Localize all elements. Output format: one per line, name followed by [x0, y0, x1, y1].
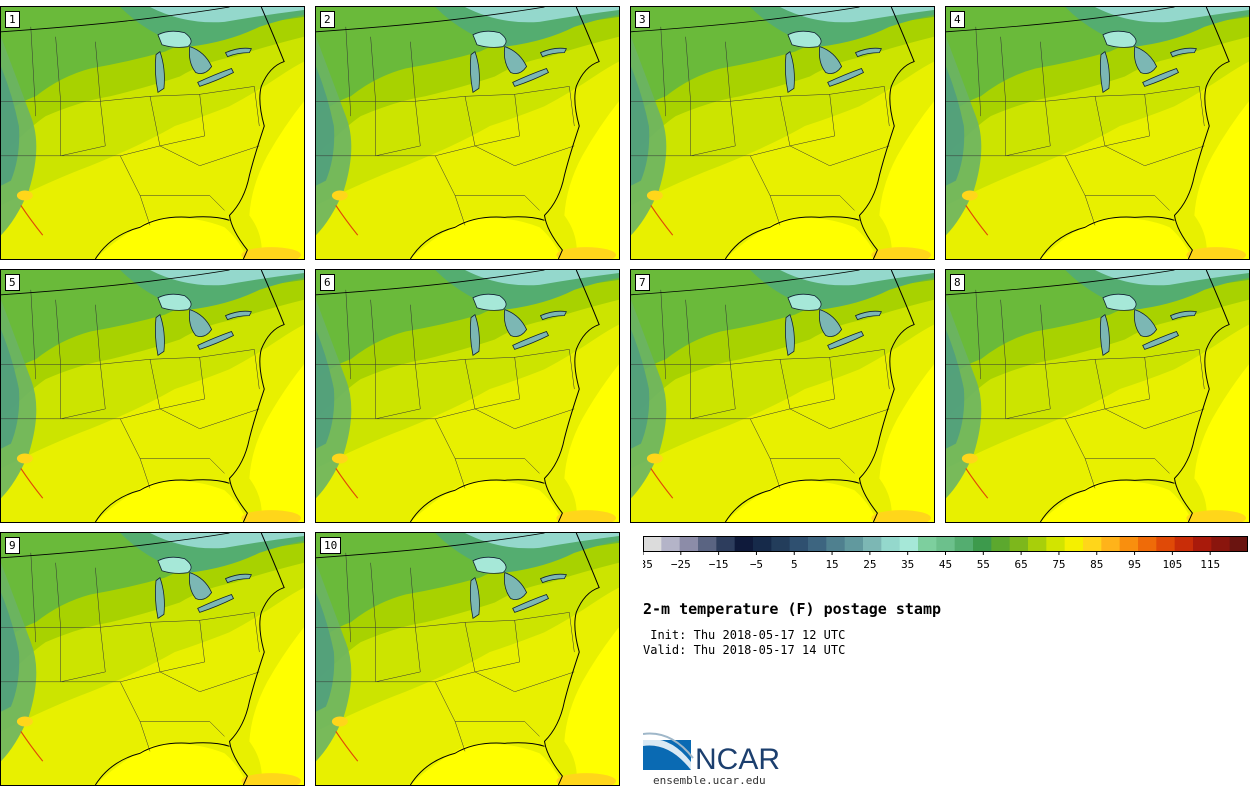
member-panel: 7	[630, 269, 935, 523]
valid-time-line: Valid: Thu 2018-05-17 14 UTC	[643, 643, 845, 657]
colorbar-swatch	[863, 536, 882, 552]
member-panel: 5	[0, 269, 305, 523]
colorbar-tick-label: 65	[1015, 558, 1028, 571]
member-label: 1	[5, 11, 20, 28]
colorbar-tick-label: 5	[791, 558, 798, 571]
colorbar-swatch	[698, 536, 717, 552]
member-panel: 8	[945, 269, 1250, 523]
colorbar-tick-label: 105	[1162, 558, 1182, 571]
member-panel: 3	[630, 6, 935, 260]
colorbar-tick-label: −15	[709, 558, 729, 571]
temperature-map	[1, 7, 304, 259]
colorbar-tick-label: 55	[977, 558, 990, 571]
temperature-map	[316, 533, 619, 785]
temperature-map	[1, 533, 304, 785]
member-panel: 9	[0, 532, 305, 786]
colorbar-tick-label: −35	[643, 558, 653, 571]
colorbar-swatch	[1028, 536, 1047, 552]
colorbar-swatch	[1046, 536, 1066, 552]
colorbar-tick-label: 75	[1052, 558, 1065, 571]
colorbar-tick-label: 115	[1200, 558, 1220, 571]
colorbar-swatch	[734, 536, 754, 552]
temperature-map	[1, 270, 304, 522]
colorbar-frame	[643, 536, 1248, 552]
colorbar-swatch	[716, 536, 736, 552]
member-panel: 1	[0, 6, 305, 260]
member-panel: 2	[315, 6, 620, 260]
colorbar-swatch	[1174, 536, 1194, 552]
logo-url: ensemble.ucar.edu	[653, 774, 766, 787]
colorbar-swatch	[973, 536, 992, 552]
member-panel: 4	[945, 6, 1250, 260]
colorbar-swatch	[753, 536, 772, 552]
colorbar-swatch	[899, 536, 919, 552]
colorbar-swatch	[991, 536, 1011, 552]
colorbar-swatch	[1119, 536, 1139, 552]
colorbar-swatch	[826, 536, 846, 552]
colorbar-swatch	[679, 536, 699, 552]
colorbar-swatch	[844, 536, 864, 552]
member-label: 5	[5, 274, 20, 291]
colorbar-tick-label: −5	[750, 558, 763, 571]
colorbar-tick-label: 85	[1090, 558, 1103, 571]
colorbar-tick-label: 95	[1128, 558, 1141, 571]
temperature-map	[946, 270, 1249, 522]
temperature-map	[316, 270, 619, 522]
init-time-line: Init: Thu 2018-05-17 12 UTC	[643, 628, 845, 642]
ncar-logo-text: NCAR	[695, 743, 780, 776]
temperature-map	[946, 7, 1249, 259]
colorbar-swatch	[1064, 536, 1084, 552]
ncar-logo: NCAR	[643, 732, 780, 776]
colorbar-tick-label: 25	[863, 558, 876, 571]
colorbar-swatch	[1009, 536, 1029, 552]
colorbar-swatch	[1229, 536, 1248, 552]
colorbar-swatch	[643, 536, 662, 552]
colorbar-swatch	[1156, 536, 1176, 552]
colorbar-swatch	[918, 536, 937, 552]
colorbar-tick-label: 15	[825, 558, 838, 571]
colorbar-swatch	[661, 536, 681, 552]
colorbar-swatch	[1193, 536, 1212, 552]
temperature-colorbar: −35 −25 −15 −5 5 15 25 35 45 55 65 75 85 95 105 115	[643, 536, 1248, 571]
colorbar-swatch	[881, 536, 901, 552]
member-label: 7	[635, 274, 650, 291]
colorbar-swatch	[936, 536, 956, 552]
member-label: 2	[320, 11, 335, 28]
temperature-map	[316, 7, 619, 259]
colorbar-swatch	[771, 536, 791, 552]
colorbar-tick-label: −25	[671, 558, 691, 571]
colorbar-swatch	[789, 536, 809, 552]
member-label: 8	[950, 274, 965, 291]
chart-title: 2-m temperature (F) postage stamp	[643, 600, 942, 618]
valid-time: Thu 2018-05-17 14 UTC	[693, 643, 846, 657]
member-label: 10	[320, 537, 342, 554]
init-time: Thu 2018-05-17 12 UTC	[693, 628, 846, 642]
temperature-map	[631, 7, 934, 259]
member-label: 3	[635, 11, 650, 28]
colorbar-swatch	[1138, 536, 1157, 552]
member-label: 9	[5, 537, 20, 554]
init-label: Init:	[643, 628, 687, 642]
colorbar-tick-label: 45	[939, 558, 952, 571]
colorbar-swatch	[1083, 536, 1102, 552]
temperature-map	[631, 270, 934, 522]
colorbar-swatch	[954, 536, 974, 552]
valid-label: Valid:	[643, 643, 687, 657]
member-panel: 6	[315, 269, 620, 523]
member-panel: 10	[315, 532, 620, 786]
member-label: 6	[320, 274, 335, 291]
colorbar-swatch	[808, 536, 827, 552]
colorbar-swatch	[1101, 536, 1121, 552]
member-label: 4	[950, 11, 965, 28]
colorbar-tick-label: 35	[901, 558, 914, 571]
colorbar-swatch	[1211, 536, 1231, 552]
